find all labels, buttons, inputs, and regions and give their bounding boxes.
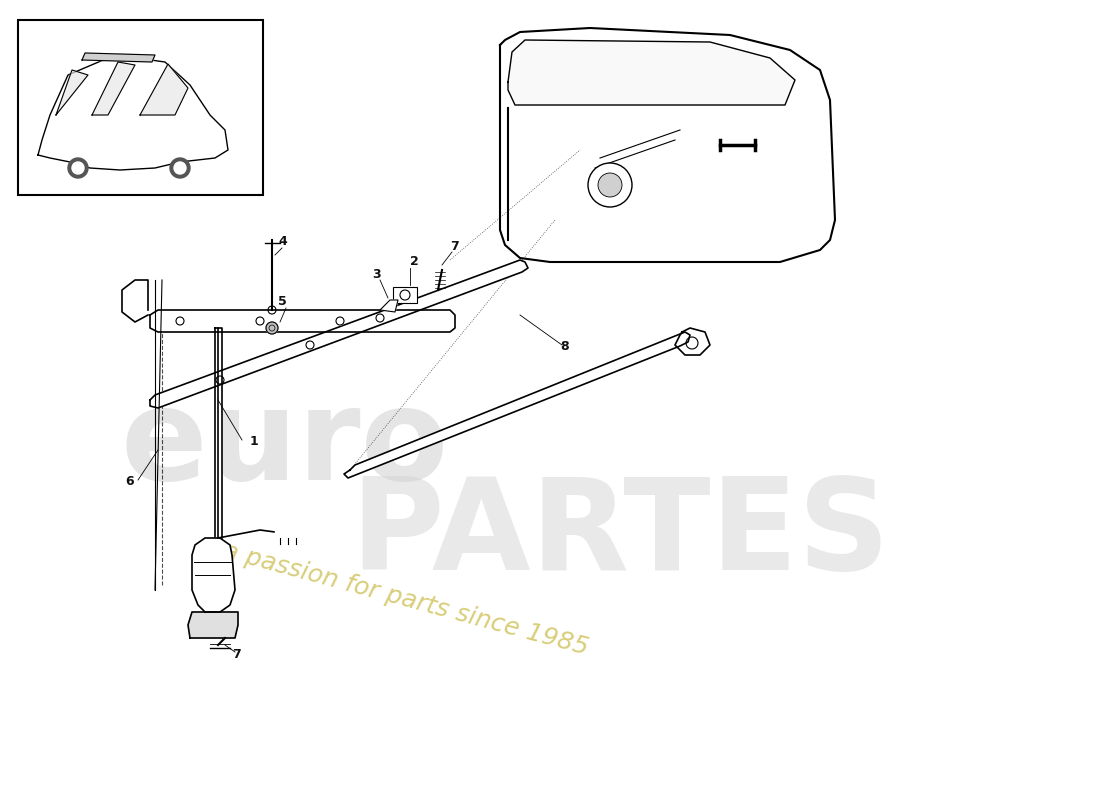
Circle shape <box>256 317 264 325</box>
Circle shape <box>72 162 84 174</box>
Text: 7: 7 <box>450 240 459 253</box>
Polygon shape <box>192 538 235 612</box>
Circle shape <box>170 158 190 178</box>
Polygon shape <box>150 310 455 332</box>
Text: 3: 3 <box>372 268 381 281</box>
Text: 7: 7 <box>232 648 241 661</box>
Polygon shape <box>82 53 155 62</box>
Polygon shape <box>379 300 398 312</box>
Polygon shape <box>508 40 795 105</box>
Polygon shape <box>122 280 149 322</box>
Polygon shape <box>56 70 88 115</box>
Text: 2: 2 <box>410 255 419 268</box>
Polygon shape <box>500 28 835 262</box>
Circle shape <box>176 317 184 325</box>
Bar <box>18 20 263 195</box>
Text: euro: euro <box>120 382 449 507</box>
Circle shape <box>266 322 278 334</box>
Bar <box>275 524 300 538</box>
Text: PARTES: PARTES <box>350 472 890 597</box>
Circle shape <box>68 158 88 178</box>
Polygon shape <box>188 612 238 638</box>
Text: 1: 1 <box>250 435 258 448</box>
Polygon shape <box>39 55 228 170</box>
Text: 5: 5 <box>278 295 287 308</box>
Text: 6: 6 <box>125 475 133 488</box>
Circle shape <box>588 163 632 207</box>
Text: a passion for parts since 1985: a passion for parts since 1985 <box>220 539 591 660</box>
Circle shape <box>400 290 410 300</box>
Polygon shape <box>675 328 710 355</box>
Polygon shape <box>344 332 690 478</box>
Circle shape <box>174 162 186 174</box>
Circle shape <box>598 173 622 197</box>
Polygon shape <box>214 328 222 608</box>
Text: 8: 8 <box>560 340 569 353</box>
Polygon shape <box>92 62 135 115</box>
Polygon shape <box>140 64 188 115</box>
Text: 4: 4 <box>278 235 287 248</box>
Bar <box>393 287 417 303</box>
Circle shape <box>336 317 344 325</box>
Polygon shape <box>150 260 528 408</box>
